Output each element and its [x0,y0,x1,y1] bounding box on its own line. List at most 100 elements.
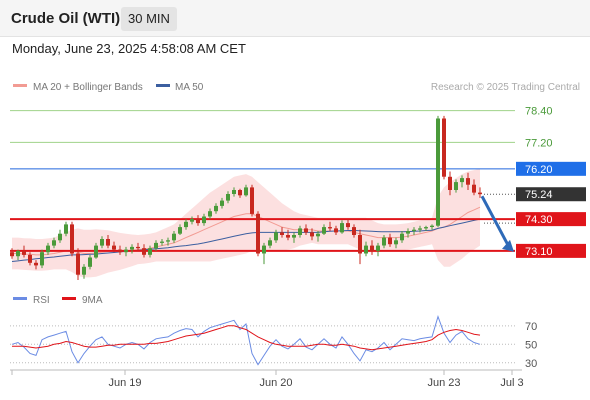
research-credit: Research © 2025 Trading Central [431,82,580,93]
candle-body [400,233,404,241]
candle-body [388,237,392,245]
candle-body [466,178,470,185]
candle-body [190,219,194,222]
candle-body [16,250,20,257]
candle-body [304,228,308,233]
candle-body [286,235,290,238]
candle-body [460,178,464,183]
candle-body [178,227,182,234]
support-tag [516,212,586,227]
candle-body [364,245,368,254]
resistance-label: 78.40 [525,106,553,118]
candle-body [34,262,38,266]
candle-body [394,240,398,245]
candle-body [370,245,374,251]
candle-body [310,232,314,237]
rsi-ma9-line [12,325,481,351]
candle-body [142,248,146,255]
time-axis-label: Jun 19 [108,377,141,389]
candle-body [106,239,110,246]
candle-body [220,200,224,206]
ma20-legend-label: MA 20 + Bollinger Bands [33,82,143,93]
candle-body [340,223,344,233]
header-bar [0,0,590,37]
projection-arrow [480,195,511,248]
candle-body [442,118,446,177]
candle-body [76,253,80,275]
candle-body [376,245,380,251]
candle-body [88,257,92,267]
last-price-label: 75.24 [525,189,553,201]
time-axis-label: Jun 23 [427,377,460,389]
candle-body [244,187,248,196]
candle-body [454,182,458,190]
candle-body [172,233,176,241]
candle-body [118,249,122,253]
candle-body [256,213,260,254]
candle-body [352,227,356,235]
candle-body [334,228,338,233]
pivot-tag [516,161,586,176]
time-axis-label: Jul 3 [500,377,523,389]
candle-body [58,233,62,241]
support-tag [516,243,586,258]
rsi-tick-label: 70 [525,321,537,333]
candle-body [148,248,152,255]
candle-body [472,184,476,193]
candle-body [154,242,158,249]
candle-body [424,227,428,229]
candle-body [250,187,254,214]
candle-body [316,233,320,237]
support-label: 73.10 [525,246,553,258]
time-axis-label: Jun 20 [259,377,292,389]
candle-body [124,249,128,253]
candle-body [382,237,386,246]
candle-body [448,176,452,190]
candle-body [112,245,116,250]
rsi-tick-label: 50 [525,339,537,351]
candle-body [268,240,272,246]
datetime-label: Monday, June 23, 2025 4:58:08 AM CET [12,41,246,56]
candle-body [82,266,86,275]
timeframe-button[interactable]: 30 MIN [121,7,177,31]
candle-body [232,190,236,194]
candle-body [346,223,350,228]
candle-body [412,229,416,231]
candle-body [280,232,284,235]
candle-body [322,227,326,234]
ma9-legend-label: 9MA [82,295,103,306]
candle-body [100,239,104,246]
candle-body [64,224,68,234]
rsi-legend-swatch [13,297,27,300]
candle-body [430,225,434,227]
candle-body [46,245,50,253]
candle-body [328,227,332,229]
candle-body [238,190,242,196]
candle-body [40,252,44,266]
candle-body [208,211,212,217]
candle-body [10,252,14,257]
candle-body [418,228,422,230]
ma50-legend-swatch [156,84,170,87]
candle-body [436,118,440,226]
rsi-legend-label: RSI [33,295,50,306]
candle-body [262,245,266,254]
instrument-title: Crude Oil (WTI) [11,10,121,27]
candle-body [298,228,302,235]
support-label: 74.30 [525,214,553,226]
candle-body [160,241,164,243]
candle-body [358,235,362,254]
pivot-label: 76.20 [525,164,553,176]
ma9-legend-swatch [62,297,76,300]
candle-body [70,224,74,254]
candle-body [196,219,200,224]
candle-body [226,194,230,201]
rsi-line [11,314,481,366]
candle-body [292,235,296,238]
candle-body [136,246,140,249]
candle-body [478,192,482,195]
candle-body [94,245,98,258]
candle-body [130,246,134,250]
candle-body [52,240,56,246]
candle-body [214,205,218,212]
